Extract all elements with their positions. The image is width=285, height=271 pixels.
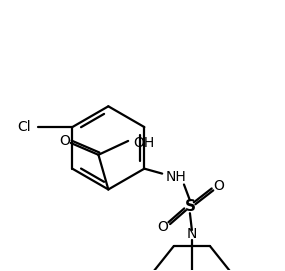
Text: S: S <box>184 199 196 214</box>
Text: O: O <box>213 179 224 193</box>
Text: Cl: Cl <box>17 120 30 134</box>
Text: NH: NH <box>166 170 186 183</box>
Text: N: N <box>187 227 197 241</box>
Text: OH: OH <box>133 136 154 150</box>
Text: O: O <box>59 134 70 148</box>
Text: O: O <box>158 220 169 234</box>
